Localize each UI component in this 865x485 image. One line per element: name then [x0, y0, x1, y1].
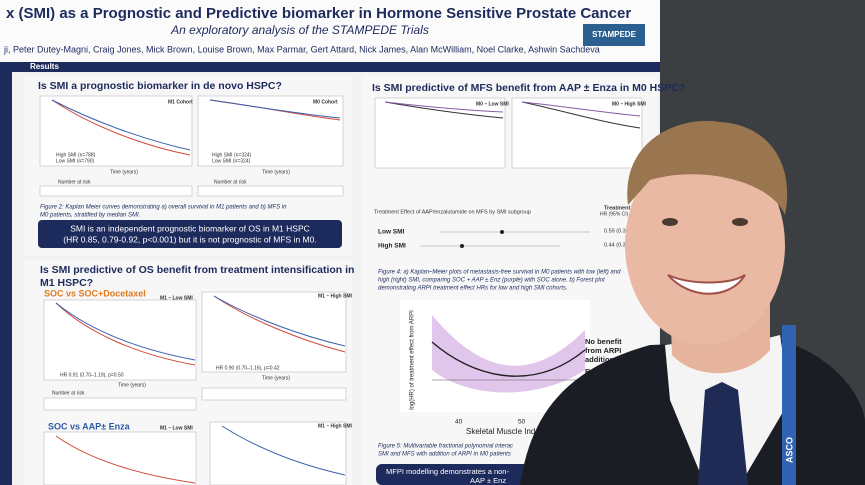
curve — [213, 295, 346, 347]
risk-table — [43, 397, 197, 411]
lanyard-text: ASCO — [784, 437, 794, 463]
forest-title: Treatment Effect of AAP/enzalutamide on … — [374, 209, 531, 215]
point — [500, 230, 504, 234]
key-text: MFPI modelling demonstrates a non- — [386, 467, 509, 476]
annotation: addition — [585, 355, 615, 364]
km-plot — [43, 431, 197, 485]
heading: Is SMI predictive of OS benefit from tre… — [40, 264, 354, 276]
curve — [55, 302, 196, 361]
poster-header — [0, 0, 660, 62]
curve — [221, 425, 346, 476]
cohort-label: M0 Cohort — [313, 99, 338, 105]
x-label: Time (years) — [118, 382, 146, 388]
caption: high (right) SMI, comparing SOC + AAP ± … — [378, 278, 605, 284]
subtitle: An exploratory analysis of the STAMPEDE … — [170, 23, 429, 37]
hr-text: HR 0.91 (0.70–1.19), p=0.50 — [60, 372, 124, 378]
hair — [627, 120, 788, 215]
plot-title: M0 – Low SMI — [476, 101, 509, 107]
subheading: SOC vs AAP± Enza — [48, 421, 131, 431]
logo-text: STAMPEDE — [592, 30, 637, 39]
caption: M0 patients, stratified by median SMI. — [40, 213, 140, 219]
plot-title: M0 – High SMI — [612, 101, 647, 107]
key-text: (HR 0.85, 0.79-0.92, p<0.001) but it is … — [63, 234, 316, 244]
km-plot — [201, 291, 347, 373]
curve — [51, 99, 191, 151]
eye — [732, 218, 748, 226]
curve — [431, 341, 586, 377]
plot-title: M1 – Low SMI — [160, 425, 193, 431]
x-label: Time (years) — [262, 375, 290, 381]
km-plot — [197, 95, 344, 167]
authors: ji, Peter Dutey-Magni, Craig Jones, Mick… — [3, 44, 600, 54]
cohort-label: M1 Cohort — [168, 99, 193, 105]
legend: High SMI (n=788) — [56, 152, 96, 158]
title: x (SMI) as a Prognostic and Predictive b… — [6, 5, 631, 22]
point — [460, 244, 464, 248]
key-text: AAP ± Enz — [470, 476, 506, 485]
smile — [667, 274, 746, 295]
curve — [521, 101, 641, 117]
legend: Low SMI (n=324) — [212, 158, 251, 164]
plot-title: M1 – Low SMI — [160, 295, 193, 301]
km-plot — [374, 97, 506, 169]
results-band — [0, 62, 660, 72]
curve — [55, 302, 196, 366]
logo — [583, 24, 645, 46]
tie — [698, 382, 748, 485]
curve — [521, 101, 641, 129]
face — [625, 145, 785, 345]
curve — [55, 435, 196, 484]
curve — [384, 101, 504, 119]
heading: Is SMI predictive of MFS benefit from AA… — [372, 82, 685, 94]
row-label: High SMI — [378, 243, 406, 250]
caption: Figure 5: Multivariable fractional polyn… — [378, 444, 513, 450]
legend: High SMI (n=324) — [212, 152, 252, 158]
heading: M1 HSPC? — [40, 277, 93, 289]
curve — [209, 99, 341, 119]
heading: Is SMI a prognostic biomarker in de novo… — [38, 80, 282, 92]
section: Results — [30, 62, 59, 71]
risk-table — [197, 185, 344, 197]
left-strip — [0, 72, 12, 485]
risk-table — [39, 185, 193, 197]
caption: Figure 2: Kaplan Meier curves demonstrat… — [40, 205, 287, 211]
eye — [662, 218, 678, 226]
plot-title: M1 – High SMI — [318, 293, 353, 299]
forest-head: Treatment effect — [604, 205, 647, 211]
plot-title: M1 – High SMI — [318, 423, 353, 429]
km-plot — [39, 95, 193, 167]
x-label: Time (years) — [262, 169, 290, 175]
y-label: log(HR) of treatment effect from ARPI — [410, 310, 416, 410]
curve — [213, 295, 346, 353]
risk-label: Number at risk — [52, 390, 85, 396]
x-label: Time (years) — [110, 169, 138, 175]
risk-table — [201, 387, 347, 401]
km-plot — [511, 97, 643, 169]
curve — [384, 101, 504, 113]
curve — [51, 99, 191, 156]
legend: Low SMI (n=790) — [56, 158, 95, 164]
caption: Figure 4: a) Kaplan–Meier plots of metas… — [378, 270, 621, 276]
caption: SMI and MFS with addition of ARPI in M0 … — [378, 452, 511, 458]
annotation: from ARPI — [585, 346, 621, 355]
subheading: SOC vs SOC+Docetaxel — [44, 288, 146, 298]
key-text: SMI is an independent prognostic biomark… — [70, 223, 310, 233]
lanyard — [782, 325, 796, 485]
hr-text: HR 0.90 (0.70–1.16), p=0.42 — [216, 365, 280, 371]
key-box — [38, 220, 342, 248]
x-tick: 40 — [455, 419, 463, 426]
row-label: Low SMI — [378, 229, 405, 236]
forest-sub: HR (95% CI), p-value — [600, 211, 648, 217]
x-tick: 50 — [518, 419, 526, 426]
caption: demonstrating ARPI treatment effect HRs … — [378, 286, 568, 292]
annotation: No benefit — [585, 337, 622, 346]
x-label: Skeletal Muscle Index — [466, 427, 544, 436]
risk-label: Number at risk — [214, 179, 247, 185]
risk-label: Number at risk — [58, 179, 91, 185]
ci-band — [432, 315, 585, 393]
